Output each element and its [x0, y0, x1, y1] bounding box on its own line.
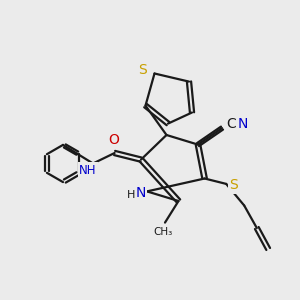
Text: CH₃: CH₃	[154, 227, 173, 237]
Text: O: O	[109, 134, 119, 147]
Text: H: H	[127, 190, 136, 200]
Text: N: N	[135, 186, 146, 200]
Text: N: N	[237, 118, 248, 131]
Text: S: S	[229, 178, 238, 192]
Text: NH: NH	[79, 164, 96, 177]
Text: S: S	[138, 63, 147, 77]
Text: C: C	[226, 118, 236, 131]
